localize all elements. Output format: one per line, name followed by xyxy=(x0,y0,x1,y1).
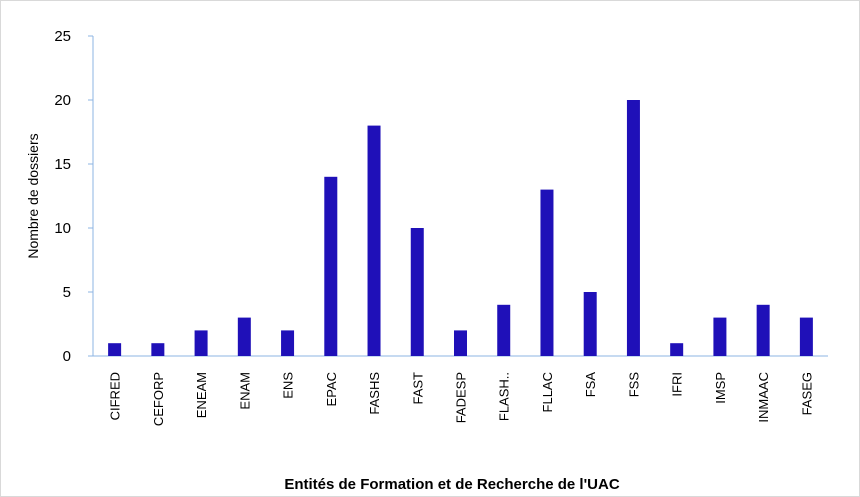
x-tick-label: IFRI xyxy=(670,372,685,397)
x-tick-label: FSS xyxy=(626,372,641,398)
bar xyxy=(108,343,122,356)
x-tick-label: CEFORP xyxy=(151,372,166,426)
bar xyxy=(410,228,424,356)
x-tick-label: FLASH.. xyxy=(497,372,512,421)
x-tick-label: FADESP xyxy=(454,372,469,423)
bar xyxy=(454,330,467,356)
y-tick-label: 0 xyxy=(63,348,71,365)
y-tick-label: 10 xyxy=(54,220,71,237)
bar xyxy=(367,125,381,356)
bar xyxy=(151,343,165,356)
x-tick-label: ENEAM xyxy=(194,372,209,418)
x-tick-label: FASEG xyxy=(799,372,814,415)
bar xyxy=(756,304,770,356)
x-tick-label: ENS xyxy=(281,372,296,399)
x-tick-label: INMAAC xyxy=(756,372,771,423)
bar xyxy=(626,100,640,356)
x-tick-label: IMSP xyxy=(713,372,728,404)
x-tick-label: EPAC xyxy=(324,372,339,406)
x-tick-label: FASHS xyxy=(367,372,382,415)
y-axis-title: Nombre de dossiers xyxy=(25,133,41,258)
y-tick-label: 5 xyxy=(63,284,71,301)
bar xyxy=(583,292,597,356)
bar xyxy=(799,317,813,356)
bar xyxy=(670,343,684,356)
x-tick-label: ENAM xyxy=(237,372,252,410)
y-tick-label: 15 xyxy=(54,156,71,173)
bar xyxy=(497,304,511,356)
x-tick-label: FLLAC xyxy=(540,372,555,412)
bar xyxy=(237,317,251,356)
bar xyxy=(281,330,295,356)
bar xyxy=(324,176,338,356)
bar xyxy=(713,317,727,356)
x-tick-label: CIFRED xyxy=(108,372,123,420)
bar xyxy=(540,189,554,356)
y-tick-label: 20 xyxy=(54,92,71,109)
x-axis-title: Entités de Formation et de Recherche de … xyxy=(284,476,619,493)
bar xyxy=(194,330,208,356)
y-tick-label: 25 xyxy=(54,28,71,45)
x-tick-label: FAST xyxy=(410,372,425,405)
x-tick-label: FSA xyxy=(583,372,598,398)
